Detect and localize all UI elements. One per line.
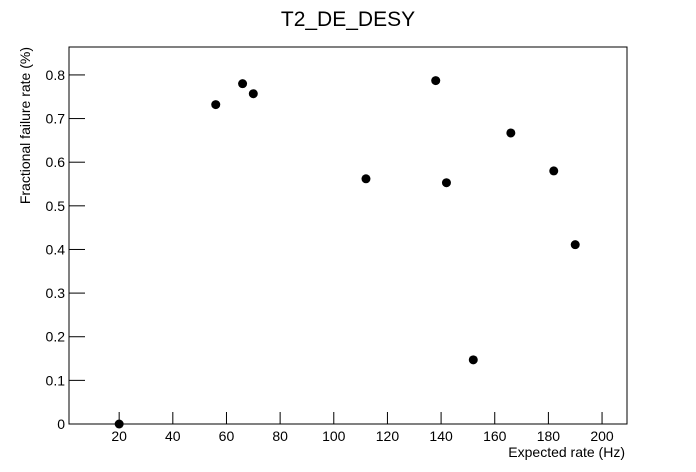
plot-frame bbox=[68, 46, 628, 425]
point bbox=[441, 178, 451, 188]
point bbox=[570, 240, 580, 250]
x-tick-label: 120 bbox=[376, 428, 400, 444]
x-axis-label: Expected rate (Hz) bbox=[508, 444, 625, 460]
x-tick-label: 100 bbox=[322, 428, 346, 444]
point bbox=[248, 89, 258, 99]
x-tick-label: 180 bbox=[537, 428, 561, 444]
y-axis-label: Fractional failure rate (%) bbox=[17, 47, 33, 204]
x-tick-label: 80 bbox=[272, 428, 288, 444]
y-tick-label: 0.1 bbox=[46, 372, 66, 388]
y-tick-label: 0.8 bbox=[46, 67, 66, 83]
point bbox=[211, 100, 221, 110]
x-tick-label: 200 bbox=[590, 428, 614, 444]
y-tick-label: 0.3 bbox=[46, 285, 66, 301]
y-tick-label: 0 bbox=[57, 416, 65, 432]
point bbox=[238, 79, 248, 89]
point bbox=[114, 419, 124, 429]
point bbox=[549, 166, 559, 176]
point bbox=[468, 355, 478, 365]
point bbox=[506, 128, 516, 138]
x-tick-label: 60 bbox=[219, 428, 235, 444]
x-tick-label: 160 bbox=[483, 428, 507, 444]
point bbox=[361, 174, 371, 184]
point bbox=[431, 76, 441, 86]
y-tick-label: 0.6 bbox=[46, 154, 66, 170]
y-tick-label: 0.4 bbox=[46, 241, 66, 257]
y-tick-label: 0.2 bbox=[46, 329, 66, 345]
chart-title: T2_DE_DESY bbox=[281, 8, 415, 31]
x-tick-label: 140 bbox=[429, 428, 453, 444]
x-tick-label: 40 bbox=[165, 428, 181, 444]
y-tick-label: 0.5 bbox=[46, 198, 66, 214]
y-tick-label: 0.7 bbox=[46, 111, 66, 127]
x-tick-label: 20 bbox=[111, 428, 127, 444]
